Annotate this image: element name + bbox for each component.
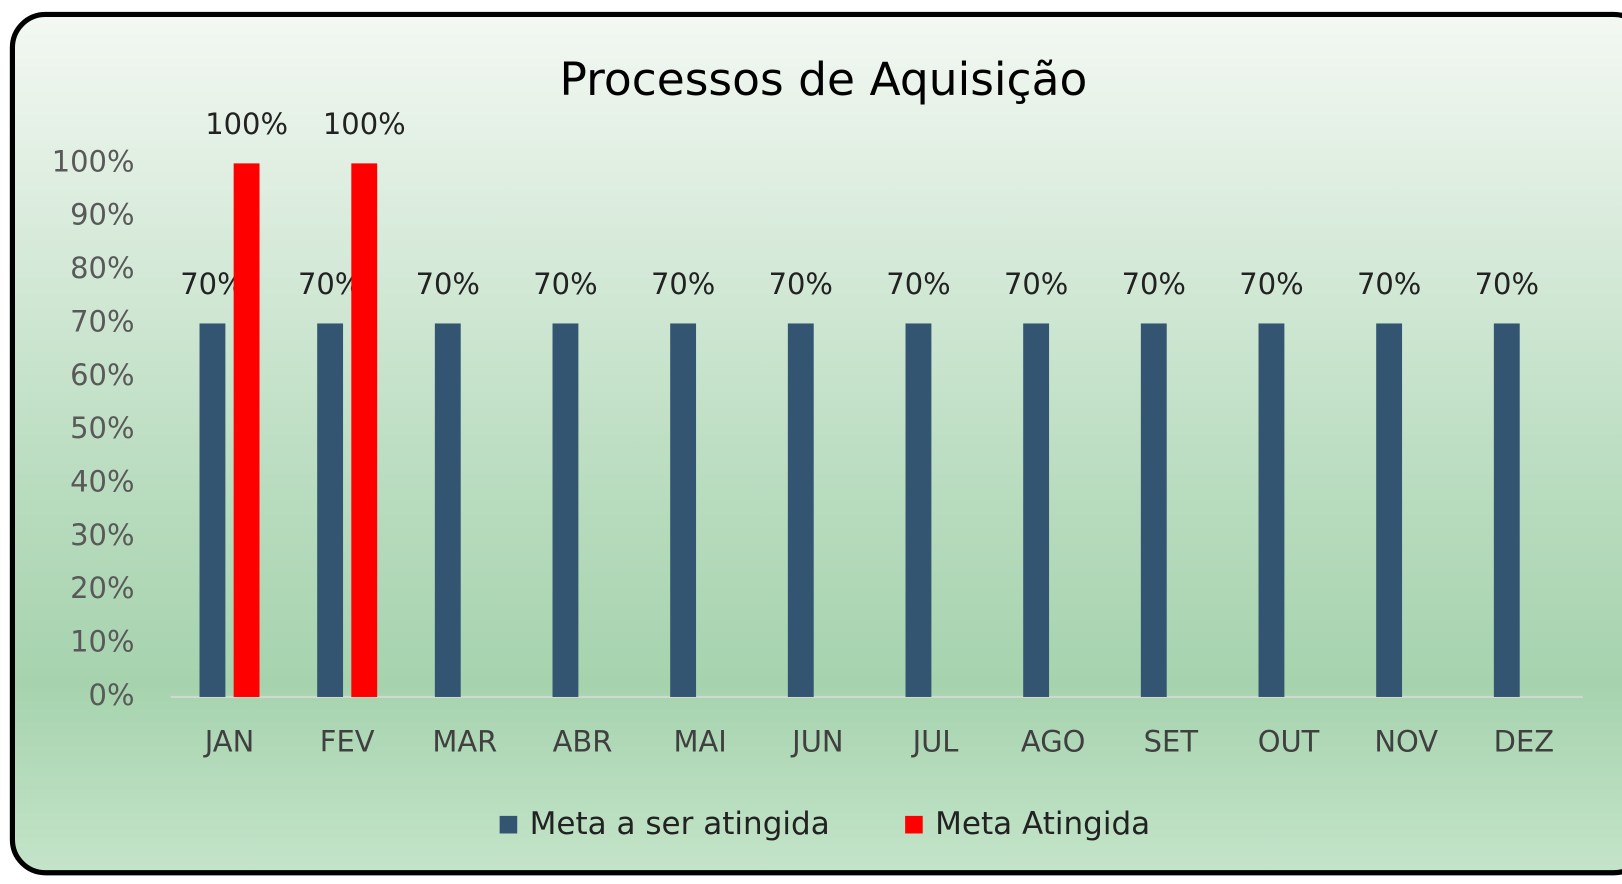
bar (552, 323, 579, 697)
x-tick-label: SET (1144, 725, 1199, 759)
data-label: 70% (1475, 267, 1539, 301)
legend-label: Meta a ser atingida (530, 806, 830, 842)
x-tick-label: JUL (911, 725, 959, 759)
bar (1140, 323, 1167, 697)
bar (787, 323, 814, 697)
bar (1258, 323, 1285, 697)
x-tick-label: ABR (553, 725, 613, 759)
chart-frame (9, 11, 1622, 876)
bar (351, 163, 378, 697)
y-tick-label: 60% (70, 358, 134, 392)
bar (1023, 323, 1050, 697)
y-tick-label: 70% (70, 304, 134, 338)
data-label: 100% (205, 107, 288, 141)
x-tick-label: OUT (1258, 725, 1320, 759)
y-tick-label: 90% (70, 198, 134, 232)
x-tick-label: FEV (320, 725, 375, 759)
bar (317, 323, 344, 697)
x-tick-label: AGO (1021, 725, 1086, 759)
legend-swatch (499, 815, 518, 834)
y-tick-label: 80% (70, 251, 134, 285)
y-tick-label: 40% (70, 465, 134, 499)
y-tick-label: 100% (52, 144, 135, 178)
data-label: 70% (769, 267, 833, 301)
x-tick-label: MAR (432, 725, 497, 759)
bar (905, 323, 932, 697)
bar (670, 323, 697, 697)
y-tick-label: 10% (70, 625, 134, 659)
bar (434, 323, 461, 697)
legend-label: Meta Atingida (935, 806, 1150, 842)
data-label: 70% (1239, 267, 1303, 301)
bar (1376, 323, 1403, 697)
data-label: 70% (416, 267, 480, 301)
x-tick-label: JUN (790, 725, 843, 759)
y-tick-label: 0% (89, 678, 135, 712)
legend-swatch (905, 815, 923, 834)
data-label: 70% (1357, 267, 1421, 301)
x-tick-label: DEZ (1494, 725, 1554, 759)
bar (1493, 323, 1520, 697)
x-tick-label: NOV (1374, 725, 1438, 759)
x-tick-label: JAN (203, 725, 254, 759)
data-label: 100% (323, 107, 406, 141)
y-tick-label: 20% (70, 571, 134, 605)
x-tick-label: MAI (674, 725, 727, 759)
data-label: 70% (1004, 267, 1068, 301)
data-label: 70% (1122, 267, 1186, 301)
bar (199, 323, 226, 697)
y-tick-label: 50% (70, 411, 134, 445)
data-label: 70% (886, 267, 950, 301)
data-label: 70% (651, 267, 715, 301)
chart-title: Processos de Aquisição (560, 53, 1088, 106)
bar (233, 163, 260, 697)
y-tick-label: 30% (70, 518, 134, 552)
data-label: 70% (533, 267, 597, 301)
